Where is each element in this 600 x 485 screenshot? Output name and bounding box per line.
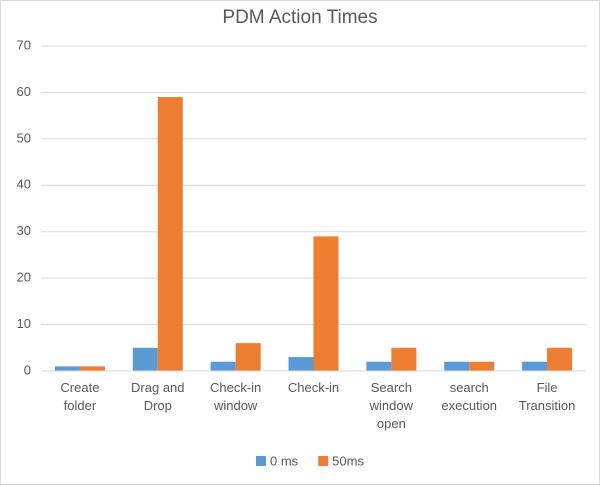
bar	[210, 361, 236, 371]
x-tick-label: Create folder	[60, 380, 100, 413]
bar	[235, 343, 261, 371]
legend-label: 0 ms	[270, 453, 299, 468]
legend-swatch	[318, 456, 329, 466]
bar	[79, 366, 105, 371]
bar	[522, 361, 548, 371]
legend-label: 50ms	[332, 453, 364, 468]
bar	[469, 361, 495, 371]
y-tick-label: 20	[17, 270, 31, 285]
x-tick-label: Check-in window	[209, 380, 262, 413]
x-tick-label: search execution	[441, 380, 498, 413]
bar	[132, 347, 158, 371]
bar	[391, 347, 417, 371]
bar	[157, 97, 183, 372]
y-tick-label: 30	[17, 223, 31, 238]
y-tick-label: 50	[17, 130, 31, 145]
x-tick-label: File Transition	[518, 380, 576, 413]
bar	[288, 357, 314, 371]
bar	[547, 347, 573, 371]
y-tick-label: 40	[17, 177, 31, 192]
x-tick-label: Check-in	[287, 380, 340, 395]
legend-swatch	[256, 456, 266, 466]
x-tick-label: Drag and Drop	[131, 380, 185, 413]
y-tick-label: 70	[17, 37, 31, 52]
y-tick-label: 60	[17, 84, 31, 99]
chart-title: PDM Action Times	[222, 7, 377, 28]
y-tick-label: 10	[17, 316, 31, 331]
x-tick-label: Search window open	[369, 380, 414, 431]
bar	[444, 361, 470, 371]
bar	[366, 361, 392, 371]
bar	[313, 236, 339, 371]
bar	[54, 366, 80, 371]
y-tick-label: 0	[24, 362, 31, 377]
